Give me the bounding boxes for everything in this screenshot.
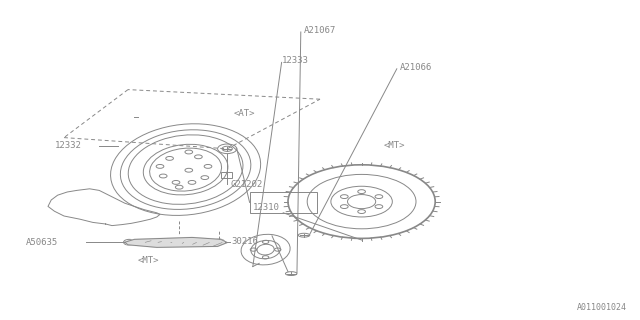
Text: A21067: A21067	[304, 26, 336, 35]
Text: G21202: G21202	[230, 180, 262, 189]
Text: A011001024: A011001024	[577, 303, 627, 312]
Text: 30216: 30216	[232, 237, 259, 246]
Bar	[250, 192, 317, 213]
Text: 12310: 12310	[253, 203, 280, 212]
Text: <AT>: <AT>	[234, 109, 255, 118]
Text: <MT>: <MT>	[384, 141, 406, 150]
Text: 12332: 12332	[54, 141, 81, 150]
Polygon shape	[125, 237, 227, 247]
Text: <MT>: <MT>	[138, 256, 159, 265]
Text: A50635: A50635	[26, 238, 58, 247]
Text: 12333: 12333	[282, 56, 308, 65]
Text: A21066: A21066	[400, 63, 432, 72]
